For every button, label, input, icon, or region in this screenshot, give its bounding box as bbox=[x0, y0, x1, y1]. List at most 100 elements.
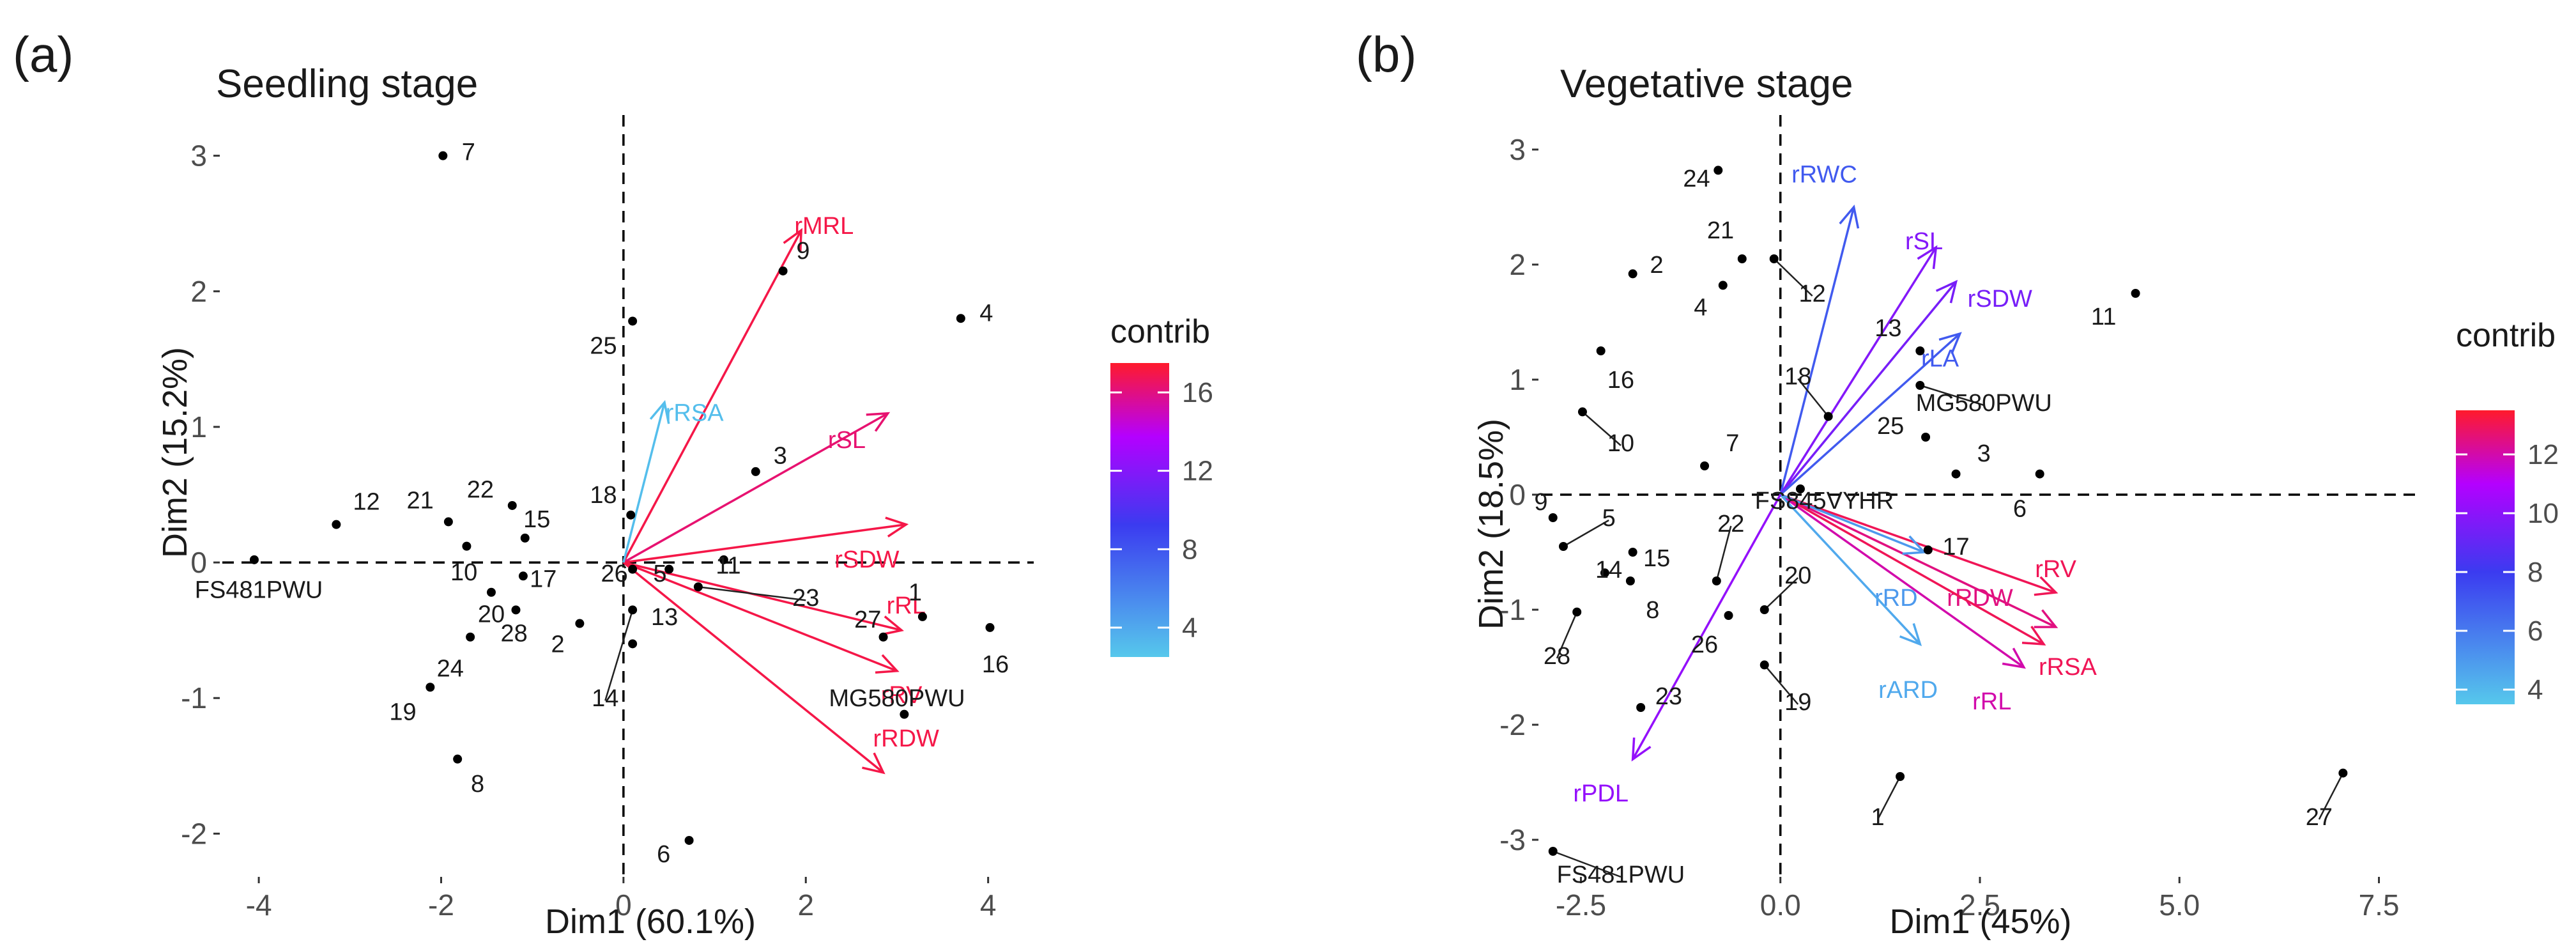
point-20 bbox=[1759, 605, 1769, 614]
point-label-3: 3 bbox=[774, 442, 787, 469]
variable-label-rSDW: rSDW bbox=[1968, 286, 2032, 313]
arrow-rPDL bbox=[1632, 494, 1782, 760]
point-label-MG580PWU: MG580PWU bbox=[1916, 390, 2052, 417]
point-label-19: 19 bbox=[389, 699, 416, 725]
point-4 bbox=[1718, 281, 1728, 290]
point-13 bbox=[1915, 346, 1925, 355]
point-label-FS845VYHR: FS845VYHR bbox=[1755, 488, 1894, 514]
point-6 bbox=[2035, 469, 2044, 479]
x-tick-label-a: -2 bbox=[428, 888, 454, 922]
point-FS481PWU bbox=[1548, 847, 1558, 856]
label-leader-23 bbox=[698, 586, 806, 601]
point-11 bbox=[2131, 289, 2140, 298]
label-leader-FS481PWU bbox=[1552, 850, 1621, 878]
arrow-rRV bbox=[1780, 493, 2057, 594]
point-label-15: 15 bbox=[1643, 545, 1670, 572]
arrow-rRSA bbox=[622, 402, 666, 563]
point-label-11: 11 bbox=[716, 552, 740, 579]
point-label-18: 18 bbox=[590, 482, 617, 509]
arrowhead-rRSA bbox=[2021, 626, 2046, 646]
point-18 bbox=[626, 510, 636, 520]
variable-label-rARD: rARD bbox=[1878, 677, 1938, 704]
variable-label-rRWC: rRWC bbox=[1791, 162, 1857, 189]
point-label-MG580PWU: MG580PWU bbox=[829, 685, 965, 712]
legend-tick-label-b: 6 bbox=[2527, 615, 2543, 647]
arrowhead-rRL bbox=[2002, 647, 2026, 669]
point-label-9: 9 bbox=[796, 238, 809, 265]
point-label-3: 3 bbox=[1977, 440, 1991, 467]
point-label-27: 27 bbox=[2306, 804, 2333, 831]
y-axis-label-a: Dim2 (15.2%) bbox=[156, 347, 194, 558]
point-label-1: 1 bbox=[1871, 804, 1885, 831]
point-label-27: 27 bbox=[854, 607, 881, 633]
point-3 bbox=[751, 467, 760, 476]
point-label-23: 23 bbox=[1655, 683, 1682, 710]
point-label-21: 21 bbox=[1707, 217, 1734, 244]
arrow-rLA bbox=[1779, 332, 1961, 496]
point-label-19: 19 bbox=[1784, 689, 1811, 716]
point-label-14: 14 bbox=[1595, 557, 1622, 584]
variable-label-rRD: rRD bbox=[1874, 585, 1918, 612]
arrowhead-rRDW bbox=[862, 752, 885, 775]
arrow-rRL bbox=[623, 561, 902, 631]
point-4 bbox=[956, 314, 965, 323]
point-label-26: 26 bbox=[601, 561, 627, 587]
arrowhead-rRDW bbox=[2034, 609, 2058, 628]
point-label-22: 22 bbox=[1717, 511, 1744, 537]
arrow-rRD bbox=[1780, 493, 1925, 553]
point-label-1: 1 bbox=[908, 580, 922, 607]
x-tick-label-a: 2 bbox=[797, 888, 814, 922]
point-label-23: 23 bbox=[792, 585, 819, 612]
point-label-24: 24 bbox=[1683, 166, 1710, 192]
point-label-21: 21 bbox=[407, 487, 434, 514]
point-label-8: 8 bbox=[471, 771, 484, 798]
point-label-20: 20 bbox=[478, 601, 505, 628]
point-label-12: 12 bbox=[1799, 281, 1826, 307]
point-1 bbox=[917, 612, 927, 621]
arrow-rRDW bbox=[622, 561, 884, 774]
legend-tick-label-a: 4 bbox=[1182, 612, 1197, 644]
arrowhead-rSDW bbox=[885, 516, 909, 537]
point-label-6: 6 bbox=[2013, 496, 2027, 523]
variable-label-rRV: rRV bbox=[2035, 556, 2076, 583]
point-25 bbox=[628, 316, 638, 326]
point-FS845VYHR bbox=[1795, 484, 1805, 493]
point-2 bbox=[575, 619, 585, 628]
y-tick-label-b: -2 bbox=[1499, 708, 1526, 741]
point-20 bbox=[486, 587, 496, 597]
point-8 bbox=[1625, 576, 1635, 585]
point-6 bbox=[684, 835, 694, 845]
arrow-rRL bbox=[1779, 493, 2025, 669]
point-17 bbox=[518, 571, 528, 581]
point-28 bbox=[1572, 607, 1582, 617]
point-7 bbox=[1700, 461, 1710, 470]
point-label-12: 12 bbox=[353, 489, 379, 516]
reference-lines-b bbox=[1541, 115, 2419, 874]
panel-tag-a: (a) bbox=[13, 26, 73, 82]
label-leader-22 bbox=[1715, 525, 1732, 582]
variable-label-rRDW: rRDW bbox=[873, 725, 940, 752]
y-tick-label-b: 0 bbox=[1509, 478, 1526, 511]
y-tick-label-a: 1 bbox=[190, 410, 207, 444]
variable-label-rMRL: rMRL bbox=[794, 213, 854, 240]
y-tick-label-b: -1 bbox=[1499, 593, 1526, 626]
arrow-rSDW bbox=[1779, 281, 1957, 496]
arrowhead-rARD bbox=[1899, 623, 1922, 646]
chart-title-b: Vegetative stage bbox=[1560, 62, 1853, 106]
reference-lines-a bbox=[222, 115, 1034, 874]
x-tick-label-a: 0 bbox=[615, 888, 632, 922]
point-17 bbox=[1923, 545, 1933, 555]
point-22 bbox=[1712, 576, 1721, 585]
point-label-13: 13 bbox=[651, 604, 678, 631]
point-26 bbox=[628, 564, 638, 574]
label-leader-28 bbox=[1556, 612, 1578, 659]
x-tick-label-a: 4 bbox=[980, 888, 997, 922]
point-16 bbox=[1596, 346, 1606, 355]
x-tick-label-b: 5.0 bbox=[2159, 888, 2200, 922]
point-19 bbox=[1759, 660, 1769, 670]
point-28 bbox=[511, 605, 521, 615]
arrowhead-rRD bbox=[1902, 535, 1927, 555]
variable-label-rRSA: rRSA bbox=[2039, 654, 2097, 681]
